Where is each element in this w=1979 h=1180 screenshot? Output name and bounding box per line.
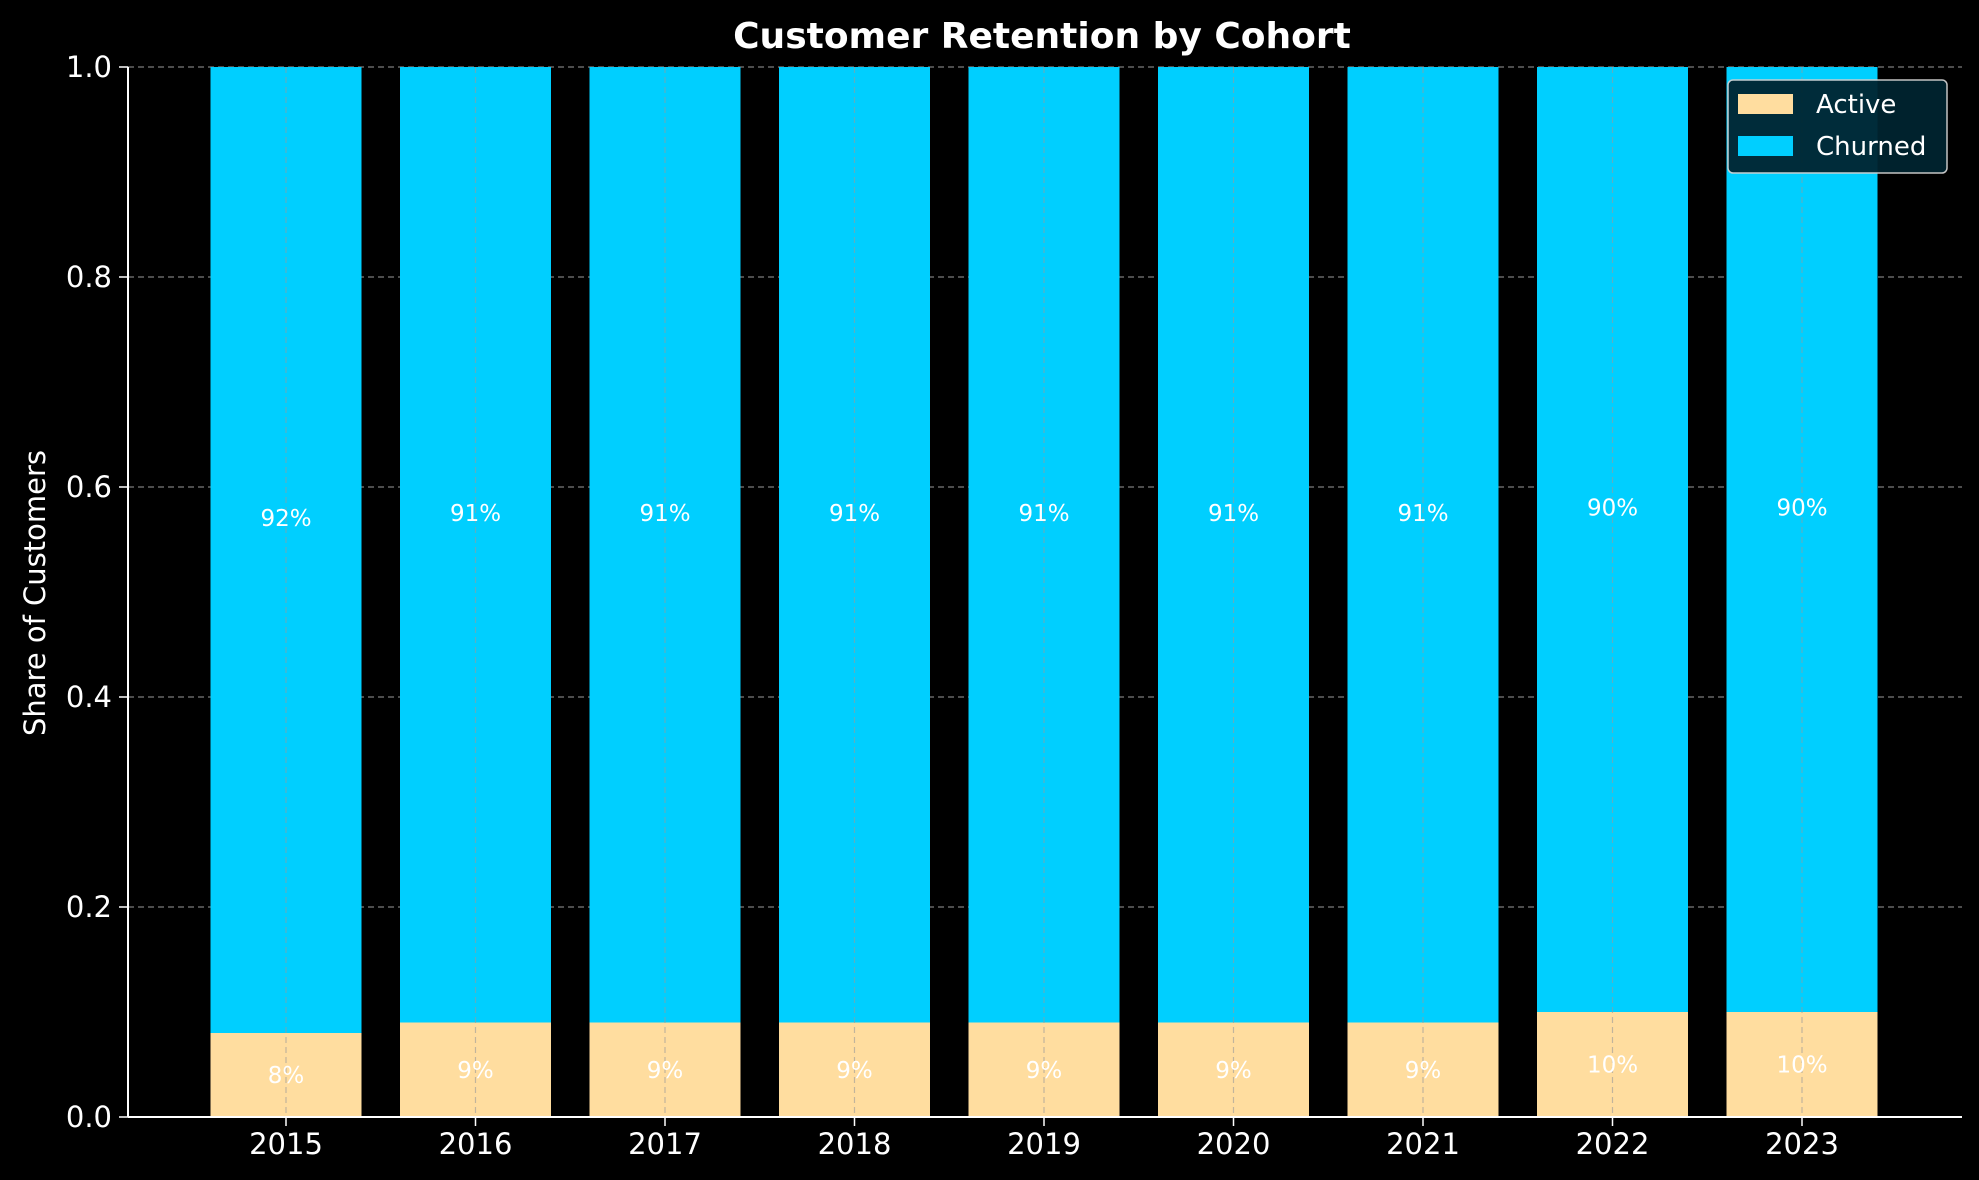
bar-churned-2016 [400,67,551,1023]
bar-churned-2018 [779,67,930,1023]
bar-labels: 8% 92% 9% 91% 9% 91% 9% 91% 9% 91% 9% 91% 9% 91% 10% 90… [260,496,1827,1090]
bar-label-churned-2016: 91% [450,501,501,527]
bar-label-churned-2022: 90% [1587,496,1638,522]
bar-label-active-2022: 10% [1587,1053,1638,1079]
x-tick-label-2017: 2017 [628,1127,702,1161]
chart-title: Customer Retention by Cohort [733,16,1351,57]
y-tick-label: 0.8 [66,260,112,294]
bar-label-active-2020: 9% [1215,1058,1252,1084]
bar-churned-2020 [1158,67,1309,1023]
x-tick-label-2018: 2018 [818,1127,892,1161]
bar-label-churned-2018: 91% [829,501,880,527]
bar-label-active-2023: 10% [1776,1053,1827,1079]
bar-label-active-2017: 9% [647,1058,684,1084]
y-tick-label: 0.4 [66,680,112,714]
y-axis-title: Share of Customers [18,450,52,736]
bar-label-active-2019: 9% [1026,1058,1063,1084]
bar-label-active-2015: 8% [268,1063,305,1089]
bar-label-churned-2020: 91% [1208,501,1259,527]
y-tick-label: 0.6 [66,470,112,504]
legend-label-churned: Churned [1816,132,1926,162]
legend-label-active: Active [1816,90,1896,120]
x-tick-label-2021: 2021 [1386,1127,1460,1161]
bar-label-churned-2021: 91% [1397,501,1448,527]
x-tick-label-2020: 2020 [1197,1127,1271,1161]
vertical-gridlines [285,67,1803,1117]
y-tick-label: 0.0 [66,1100,112,1134]
bar-label-churned-2023: 90% [1776,496,1827,522]
bar-churned-2017 [589,67,741,1023]
bar-label-active-2021: 9% [1405,1058,1442,1084]
x-tick-label-2016: 2016 [439,1127,513,1161]
y-tick-label: 0.2 [66,890,112,924]
x-tick-label-2019: 2019 [1007,1127,1081,1161]
bar-label-active-2018: 9% [836,1058,873,1084]
bar-label-churned-2017: 91% [639,501,690,527]
axes: 0.0 0.2 0.4 0.6 0.8 1.0 2015 2016 2017 2018 2019 20… [66,50,1962,1161]
legend-swatch-active [1738,94,1793,114]
x-tick-label-2022: 2022 [1576,1127,1650,1161]
legend: Active Churned [1727,79,1948,174]
y-tick-label: 1.0 [66,50,112,84]
bar-label-churned-2015: 92% [260,506,311,532]
bar-label-active-2016: 9% [457,1058,494,1084]
legend-swatch-churned [1738,136,1793,156]
bar-label-churned-2019: 91% [1018,501,1069,527]
bar-churned-2019 [968,67,1120,1023]
bar-churned-2021 [1347,67,1499,1023]
x-tick-label-2023: 2023 [1765,1127,1839,1161]
x-tick-label-2015: 2015 [249,1127,323,1161]
